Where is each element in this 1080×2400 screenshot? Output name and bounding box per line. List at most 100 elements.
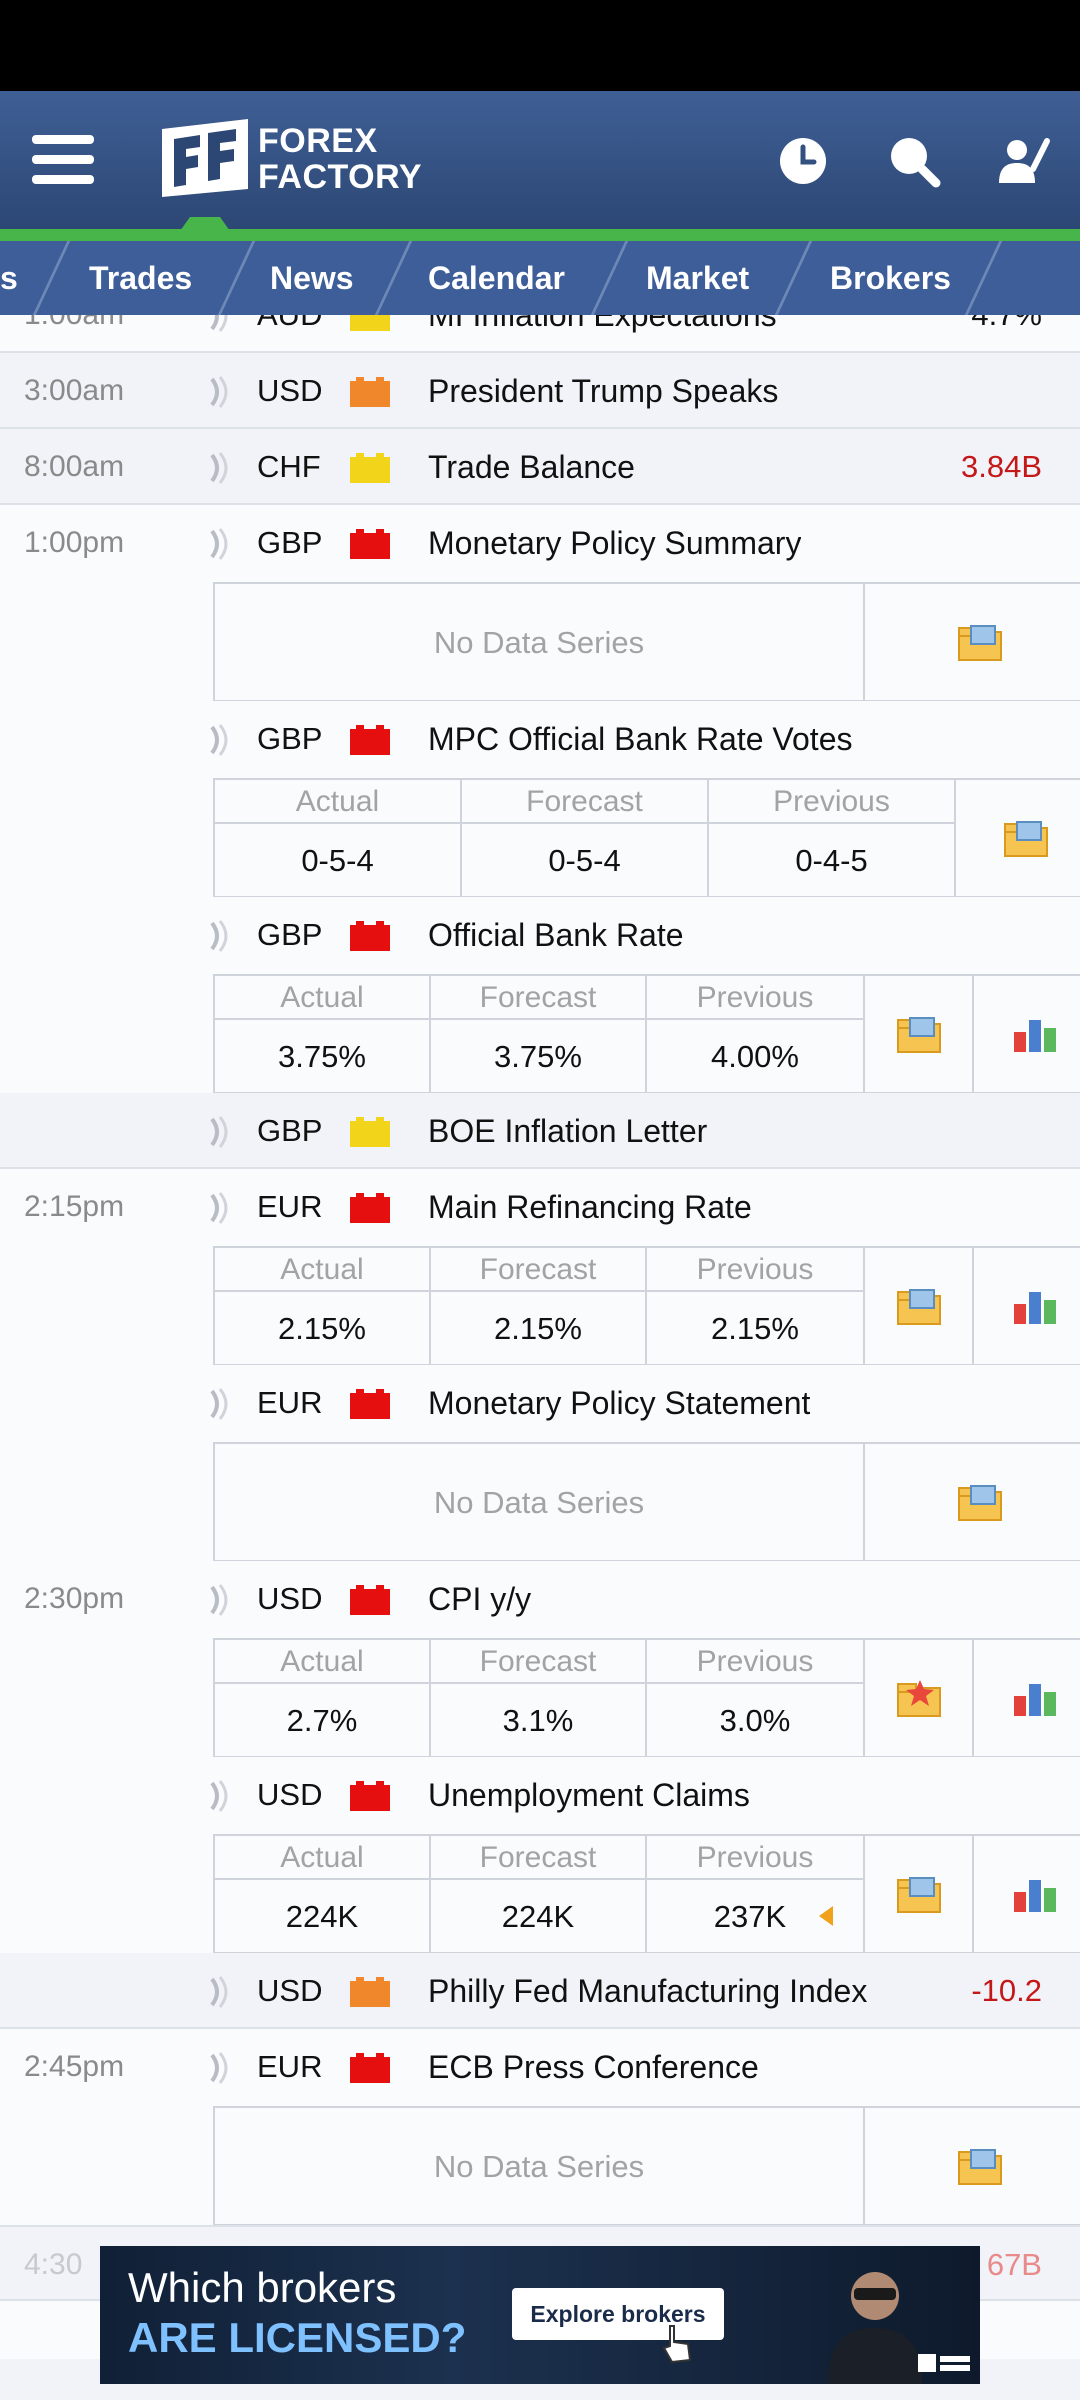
event-name[interactable]: BOE Inflation Letter (428, 1113, 708, 1149)
chart-cell[interactable] (974, 1640, 1080, 1756)
event-name[interactable]: Main Refinancing Rate (428, 1189, 752, 1225)
impact-low-icon[interactable] (350, 315, 390, 331)
calendar-row[interactable]: 1:00pm GBP Monetary Policy Summary (0, 505, 1080, 581)
event-name[interactable]: Philly Fed Manufacturing Index (428, 1973, 868, 2009)
impact-high-icon[interactable] (350, 725, 390, 755)
impact-low-icon[interactable] (350, 1117, 390, 1147)
details-cell[interactable] (956, 780, 1080, 896)
sound-icon[interactable] (206, 1779, 230, 1813)
tab-separator (964, 241, 1003, 315)
event-name[interactable]: MI Inflation Expectations (428, 315, 777, 333)
sound-icon[interactable] (206, 527, 230, 561)
sound-icon[interactable] (206, 723, 230, 757)
event-name[interactable]: Unemployment Claims (428, 1777, 750, 1813)
impact-high-icon[interactable] (350, 1585, 390, 1615)
tab-forums[interactable]: s (0, 260, 18, 296)
details-cell[interactable] (865, 1640, 974, 1756)
calendar-row[interactable]: GBP Official Bank Rate (0, 897, 1080, 973)
event-name[interactable]: Monetary Policy Summary (428, 525, 802, 561)
chart-cell[interactable] (974, 1836, 1080, 1952)
impact-high-icon[interactable] (350, 529, 390, 559)
tab-brokers[interactable]: Brokers (830, 260, 951, 296)
event-name[interactable]: ECB Press Conference (428, 2049, 759, 2085)
calendar-row[interactable]: USD Unemployment Claims (0, 1757, 1080, 1833)
hamburger-menu-icon[interactable] (32, 131, 94, 187)
actual-cell: Actual 0-5-4 (215, 780, 462, 896)
folder-icon[interactable] (1003, 818, 1049, 858)
folder-icon[interactable] (957, 2146, 1003, 2186)
bar-chart-icon[interactable] (1012, 1286, 1058, 1326)
sound-icon[interactable] (206, 1191, 230, 1225)
forex-factory-logo[interactable]: FOREX FACTORY (160, 119, 422, 199)
details-cell[interactable] (865, 1248, 974, 1364)
impact-medium-icon[interactable] (350, 377, 390, 407)
status-bar (0, 0, 1080, 91)
folder-icon[interactable] (896, 1874, 942, 1914)
event-detail-box: No Data Series (213, 1442, 1080, 1562)
calendar-row[interactable]: 3:00am USD President Trump Speaks (0, 353, 1080, 429)
event-name[interactable]: President Trump Speaks (428, 373, 779, 409)
bar-chart-icon[interactable] (1012, 1678, 1058, 1718)
explore-brokers-button[interactable]: Explore brokers (512, 2288, 724, 2340)
event-name[interactable]: Trade Balance (428, 449, 635, 485)
bar-chart-icon[interactable] (1012, 1014, 1058, 1054)
details-cell[interactable] (865, 2108, 1080, 2224)
calendar-row[interactable]: GBP MPC Official Bank Rate Votes (0, 701, 1080, 777)
folder-icon[interactable] (896, 1014, 942, 1054)
calendar-row[interactable]: 1:00am AUD MI Inflation Expectations 4.7… (0, 315, 1080, 353)
previous-label: Previous (647, 1248, 863, 1292)
sound-icon[interactable] (206, 315, 230, 333)
chart-cell[interactable] (974, 1248, 1080, 1364)
calendar-row[interactable]: EUR Monetary Policy Statement (0, 1365, 1080, 1441)
event-currency: USD (257, 1777, 323, 1812)
sound-icon[interactable] (206, 1115, 230, 1149)
tab-calendar[interactable]: Calendar (428, 260, 565, 296)
folder-icon[interactable] (957, 622, 1003, 662)
calendar-row[interactable]: 2:45pm EUR ECB Press Conference (0, 2029, 1080, 2105)
sound-icon[interactable] (206, 2051, 230, 2085)
folder-icon[interactable] (896, 1286, 942, 1326)
impact-high-icon[interactable] (350, 1193, 390, 1223)
impact-medium-icon[interactable] (350, 1977, 390, 2007)
actual-value: 2.7% (286, 1703, 358, 1738)
user-icon[interactable] (993, 131, 1053, 191)
bar-chart-icon[interactable] (1012, 1874, 1058, 1914)
event-name[interactable]: CPI y/y (428, 1581, 532, 1617)
event-name[interactable]: Monetary Policy Statement (428, 1385, 811, 1421)
sound-icon[interactable] (206, 1583, 230, 1617)
search-icon[interactable] (884, 131, 944, 191)
calendar-row[interactable]: 2:15pm EUR Main Refinancing Rate (0, 1169, 1080, 1245)
calendar-list[interactable]: 1:00am AUD MI Inflation Expectations 4.7… (0, 315, 1080, 2400)
sound-icon[interactable] (206, 375, 230, 409)
tab-market[interactable]: Market (646, 260, 750, 296)
impact-high-icon[interactable] (350, 1389, 390, 1419)
details-cell[interactable] (865, 1444, 1080, 1560)
calendar-row[interactable]: GBP BOE Inflation Letter (0, 1093, 1080, 1169)
starred-folder-icon[interactable] (896, 1678, 942, 1718)
ad-banner[interactable]: Which brokers ARE LICENSED? Explore brok… (100, 2246, 980, 2384)
impact-low-icon[interactable] (350, 453, 390, 483)
impact-high-icon[interactable] (350, 921, 390, 951)
revised-arrow-icon[interactable] (819, 1906, 833, 1926)
impact-high-icon[interactable] (350, 1781, 390, 1811)
details-cell[interactable] (865, 976, 974, 1092)
no-data-cell: No Data Series (215, 1444, 865, 1560)
sound-icon[interactable] (206, 451, 230, 485)
tab-trades[interactable]: Trades (89, 260, 193, 296)
event-name[interactable]: Official Bank Rate (428, 917, 684, 953)
calendar-row[interactable]: USD Philly Fed Manufacturing Index -10.2 (0, 1953, 1080, 2029)
calendar-row[interactable]: 2:30pm USD CPI y/y (0, 1561, 1080, 1637)
folder-icon[interactable] (957, 1482, 1003, 1522)
sound-icon[interactable] (206, 1975, 230, 2009)
details-cell[interactable] (865, 584, 1080, 700)
sound-icon[interactable] (206, 1387, 230, 1421)
impact-high-icon[interactable] (350, 2053, 390, 2083)
calendar-row[interactable]: 8:00am CHF Trade Balance 3.84B (0, 429, 1080, 505)
forecast-value: 0-5-4 (548, 843, 621, 878)
event-name[interactable]: MPC Official Bank Rate Votes (428, 721, 853, 757)
chart-cell[interactable] (974, 976, 1080, 1092)
clock-icon[interactable] (773, 131, 833, 191)
sound-icon[interactable] (206, 919, 230, 953)
tab-news[interactable]: News (270, 260, 354, 296)
details-cell[interactable] (865, 1836, 974, 1952)
